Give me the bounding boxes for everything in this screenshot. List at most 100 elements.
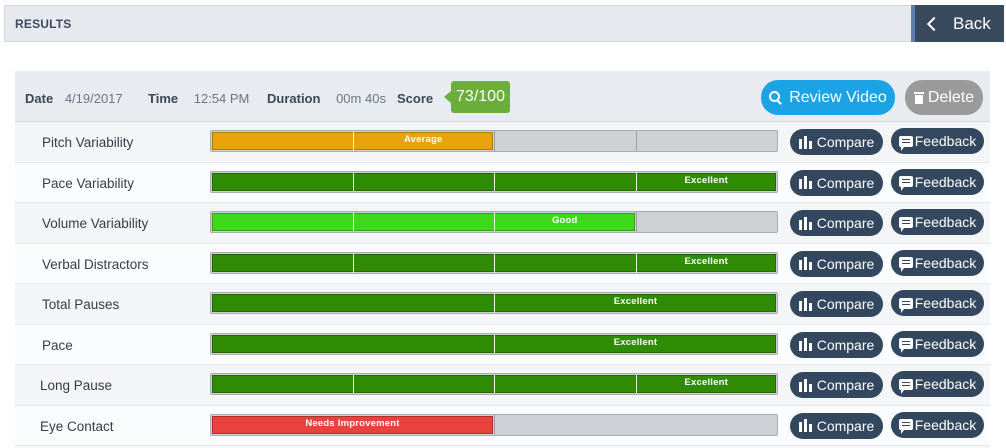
metric-row: Pitch Variability Average Compare Feedback — [15, 122, 990, 163]
trash-icon — [913, 91, 924, 104]
comment-icon — [898, 135, 913, 151]
comment-icon — [898, 216, 913, 232]
segment-divider — [494, 374, 495, 394]
feedback-label: Feedback — [914, 214, 977, 230]
review-video-button[interactable]: Review Video — [761, 80, 895, 115]
compare-button[interactable]: Compare — [790, 250, 883, 277]
compare-label: Compare — [816, 134, 875, 150]
page-title: RESULTS — [15, 17, 72, 31]
feedback-label: Feedback — [914, 416, 977, 433]
comment-icon — [898, 297, 913, 313]
feedback-button[interactable]: Feedback — [891, 168, 984, 195]
date-label: Date — [25, 91, 54, 106]
metric-label: Verbal Distractors — [42, 256, 149, 272]
segment-divider — [494, 252, 495, 273]
comment-icon — [898, 419, 913, 434]
metric-label: Pace Variability — [42, 175, 135, 191]
feedback-button[interactable]: Feedback — [891, 209, 984, 235]
chevron-left-icon — [926, 16, 942, 32]
feedback-label: Feedback — [914, 295, 977, 311]
segment-divider — [636, 212, 637, 232]
rating-bar: Excellent — [210, 332, 778, 355]
segment-divider — [494, 212, 495, 232]
feedback-button[interactable]: Feedback — [891, 128, 984, 154]
rating-bar: Needs Improvement — [210, 413, 778, 436]
metric-label: Volume Variability — [42, 216, 149, 231]
metric-row: Verbal Distractors Excellent Compare Feedba… — [15, 243, 990, 284]
duration-label: Duration — [267, 91, 321, 106]
feedback-button[interactable]: Feedback — [891, 371, 984, 397]
compare-button[interactable]: Compare — [790, 169, 883, 196]
score-badge: 73/100 — [444, 81, 510, 113]
segment-divider — [636, 374, 637, 394]
time-value: 12:54 PM — [193, 91, 250, 106]
compare-label: Compare — [816, 336, 875, 353]
segment-divider — [353, 374, 354, 394]
rating-label: Excellent — [684, 377, 728, 388]
metric-label: Pace — [42, 337, 73, 353]
bar-chart-icon — [798, 176, 812, 189]
feedback-button[interactable]: Feedback — [891, 249, 984, 276]
metric-row: Long Pause Excellent Compare Feedback — [15, 365, 990, 406]
bar-chart-icon — [798, 419, 812, 432]
metric-label: Long Pause — [40, 378, 113, 393]
segment-divider — [494, 131, 495, 151]
rating-bar: Excellent — [210, 170, 778, 193]
date-field: Date 4/19/2017 — [25, 91, 123, 106]
bar-chart-icon — [798, 216, 812, 230]
compare-label: Compare — [816, 377, 875, 393]
compare-button[interactable]: Compare — [790, 129, 883, 155]
feedback-button[interactable]: Feedback — [891, 411, 984, 438]
metric-row: Volume Variability Good Compare Feedback — [15, 203, 990, 244]
score-label: Score — [397, 91, 434, 106]
rating-bar: Good — [210, 211, 778, 233]
compare-label: Compare — [816, 174, 875, 191]
rating-bar-fill — [212, 415, 493, 434]
metric-label: Total Pauses — [42, 297, 120, 312]
bar-chart-icon — [798, 135, 812, 149]
duration-field: Duration 00m 40s — [267, 91, 386, 106]
compare-label: Compare — [816, 255, 875, 272]
rating-bar-fill — [212, 132, 493, 150]
metric-row: Total Pauses Excellent Compare Feedback — [15, 284, 990, 325]
metric-row: Pace Excellent Compare Feedback — [15, 324, 990, 365]
feedback-button[interactable]: Feedback — [891, 330, 984, 357]
comment-icon — [898, 338, 913, 353]
search-icon — [769, 90, 783, 105]
delete-label: Delete — [927, 88, 975, 106]
feedback-label: Feedback — [914, 254, 977, 271]
comment-icon — [898, 176, 913, 191]
rating-label: Average — [403, 134, 443, 145]
compare-button[interactable]: Compare — [790, 331, 883, 358]
segment-divider — [636, 171, 637, 192]
bar-chart-icon — [798, 378, 812, 392]
duration-value: 00m 40s — [336, 91, 386, 106]
rating-label: Excellent — [613, 296, 658, 307]
back-button[interactable]: Back — [911, 5, 1004, 42]
comment-icon — [898, 378, 913, 394]
feedback-label: Feedback — [914, 335, 977, 352]
segment-divider — [636, 252, 637, 273]
metric-row: Eye Contact Needs Improvement Compare Feedb… — [15, 405, 990, 446]
metric-label: Pitch Variability — [42, 135, 134, 150]
metrics-list: Pitch Variability Average Compare Feedback P… — [15, 122, 990, 446]
session-info-bar: Date 4/19/2017 Time 12:54 PM Duration 00… — [15, 71, 990, 122]
rating-label: Excellent — [684, 255, 728, 267]
compare-button[interactable]: Compare — [790, 372, 883, 398]
rating-bar: Average — [210, 130, 778, 152]
bar-chart-icon — [798, 338, 812, 351]
compare-label: Compare — [816, 215, 875, 231]
feedback-label: Feedback — [914, 173, 977, 190]
rating-bar: Excellent — [210, 251, 778, 274]
time-field: Time 12:54 PM — [148, 91, 249, 106]
date-value: 4/19/2017 — [64, 91, 123, 106]
rating-label: Good — [551, 215, 578, 226]
delete-button[interactable]: Delete — [905, 80, 983, 115]
feedback-button[interactable]: Feedback — [891, 290, 984, 316]
compare-button[interactable]: Compare — [790, 291, 883, 317]
comment-icon — [898, 257, 913, 272]
compare-button[interactable]: Compare — [790, 412, 883, 439]
rating-bar-fill — [212, 213, 635, 231]
compare-button[interactable]: Compare — [790, 210, 883, 236]
